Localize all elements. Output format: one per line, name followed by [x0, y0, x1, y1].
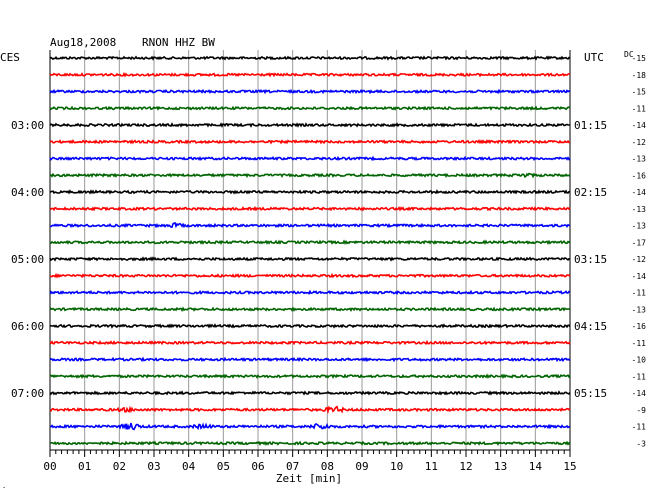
trace-line — [49, 172, 571, 179]
row-labels: -15 -18 -15 -11 03:00 01:15 -14 -12 -13 -16 04:00 0… — [11, 54, 646, 448]
dc-offset-label: -13 — [632, 155, 647, 164]
trace-line — [49, 390, 571, 396]
x-tick-label: 07 — [286, 460, 299, 473]
trace-line — [49, 339, 571, 346]
x-tick-label: 10 — [390, 460, 403, 473]
trace-line — [49, 71, 570, 78]
trace-line — [49, 289, 571, 296]
dc-offset-label: -14 — [632, 188, 647, 197]
dc-offset-label: -11 — [632, 423, 647, 432]
trace-line — [49, 105, 571, 111]
x-tick-label: 09 — [355, 460, 368, 473]
header-date: Aug18,2008 — [50, 36, 116, 49]
right-time-label: 01:15 — [574, 119, 607, 132]
dc-offset-label: -17 — [632, 238, 647, 247]
right-time-label: 02:15 — [574, 186, 607, 199]
x-tick-label: 01 — [78, 460, 91, 473]
x-tick-label: 05 — [217, 460, 230, 473]
x-tick-label: 03 — [147, 460, 160, 473]
trace-line — [49, 256, 570, 262]
dc-offset-label: -14 — [632, 272, 647, 281]
trace-line — [49, 422, 571, 431]
dc-offset-label: -15 — [632, 88, 647, 97]
header-station: RNON HHZ BW — [142, 36, 215, 49]
trace-line — [49, 122, 571, 128]
right-time-label: 03:15 — [574, 253, 607, 266]
dc-offset-label: -12 — [632, 255, 647, 264]
dc-offset-label: -9 — [636, 406, 646, 415]
dc-offset-label: -16 — [632, 171, 647, 180]
right-axis-label: UTC — [584, 51, 604, 64]
x-tick-label: 08 — [321, 460, 334, 473]
left-axis-label: CES — [0, 51, 20, 64]
trace-line — [50, 323, 571, 329]
trace-line — [49, 55, 571, 61]
trace-line — [49, 139, 571, 145]
dc-offset-label: -11 — [632, 372, 647, 381]
trace-line — [49, 239, 571, 246]
trace-line — [49, 272, 571, 279]
dc-offset-label: -10 — [632, 356, 647, 365]
grid — [49, 50, 571, 450]
right-time-label: 05:15 — [574, 387, 607, 400]
x-axis: 00 01 02 03 04 05 06 07 08 09 10 11 12 13 14 15 — [43, 449, 577, 473]
dc-offset-label: -14 — [632, 389, 647, 398]
dc-offset-label: -11 — [632, 104, 647, 113]
trace-line — [49, 88, 571, 95]
right-time-label: 04:15 — [574, 320, 607, 333]
x-tick-label: 04 — [182, 460, 196, 473]
dc-column-label: DC — [624, 50, 634, 59]
traces — [49, 55, 571, 447]
x-tick-label: 06 — [251, 460, 264, 473]
left-time-label: 05:00 — [11, 253, 44, 266]
dc-offset-label: -13 — [632, 205, 647, 214]
trace-line — [50, 221, 570, 229]
x-tick-label: 12 — [459, 460, 472, 473]
dc-offset-label: -12 — [632, 138, 647, 147]
x-tick-label: 00 — [43, 460, 56, 473]
x-tick-label: 02 — [113, 460, 126, 473]
trace-line — [49, 356, 571, 363]
trace-line — [49, 155, 571, 162]
trace-line — [49, 189, 571, 195]
dc-offset-label: -16 — [632, 322, 647, 331]
left-time-label: 06:00 — [11, 320, 44, 333]
trace-line — [49, 440, 571, 447]
dc-offset-label: -15 — [632, 54, 647, 63]
dc-offset-label: -11 — [632, 289, 647, 298]
left-time-label: 07:00 — [11, 387, 44, 400]
left-time-label: 03:00 — [11, 119, 44, 132]
x-tick-label: 14 — [529, 460, 543, 473]
dc-offset-label: -18 — [632, 71, 647, 80]
x-axis-title: Zeit [min] — [276, 472, 342, 485]
x-tick-label: 11 — [425, 460, 438, 473]
trace-line — [49, 306, 571, 313]
trace-line — [49, 373, 571, 380]
x-tick-label: 15 — [563, 460, 576, 473]
dc-offset-label: -13 — [632, 222, 647, 231]
dc-offset-label: -3 — [636, 439, 646, 448]
trace-line — [49, 405, 571, 415]
dc-offset-label: -11 — [632, 339, 647, 348]
dc-offset-label: -13 — [632, 305, 647, 314]
dc-offset-label: -14 — [632, 121, 647, 130]
corner-mark: . — [2, 482, 6, 490]
trace-line — [49, 205, 571, 212]
left-time-label: 04:00 — [11, 186, 44, 199]
x-tick-label: 13 — [494, 460, 507, 473]
